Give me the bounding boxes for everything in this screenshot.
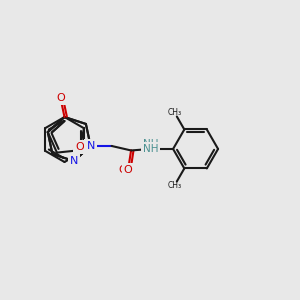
Text: N: N xyxy=(86,141,95,151)
Text: N: N xyxy=(86,141,95,151)
Text: O: O xyxy=(118,165,127,175)
Text: CH₃: CH₃ xyxy=(167,108,182,117)
Text: O: O xyxy=(75,141,84,151)
Text: NH: NH xyxy=(143,144,158,154)
Text: O: O xyxy=(124,165,133,175)
Text: O: O xyxy=(56,93,65,103)
Text: O: O xyxy=(75,142,84,152)
Text: O: O xyxy=(56,92,65,101)
Text: N: N xyxy=(70,156,78,166)
Text: N: N xyxy=(70,156,78,166)
Text: CH₃: CH₃ xyxy=(167,181,182,190)
Text: NH: NH xyxy=(143,140,158,149)
